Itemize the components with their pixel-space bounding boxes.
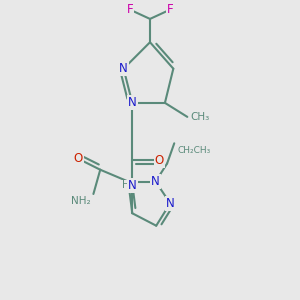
Text: N: N (128, 96, 137, 110)
Text: CH₃: CH₃ (190, 112, 210, 122)
Text: O: O (155, 154, 164, 167)
Text: N: N (151, 175, 160, 188)
Text: H: H (122, 180, 130, 190)
Text: O: O (74, 152, 83, 165)
Text: N: N (128, 179, 137, 192)
Text: N: N (119, 62, 128, 75)
Text: NH₂: NH₂ (71, 196, 90, 206)
Text: CH₂CH₃: CH₂CH₃ (177, 146, 211, 155)
Text: N: N (166, 197, 175, 210)
Text: F: F (167, 3, 173, 16)
Text: F: F (127, 3, 133, 16)
